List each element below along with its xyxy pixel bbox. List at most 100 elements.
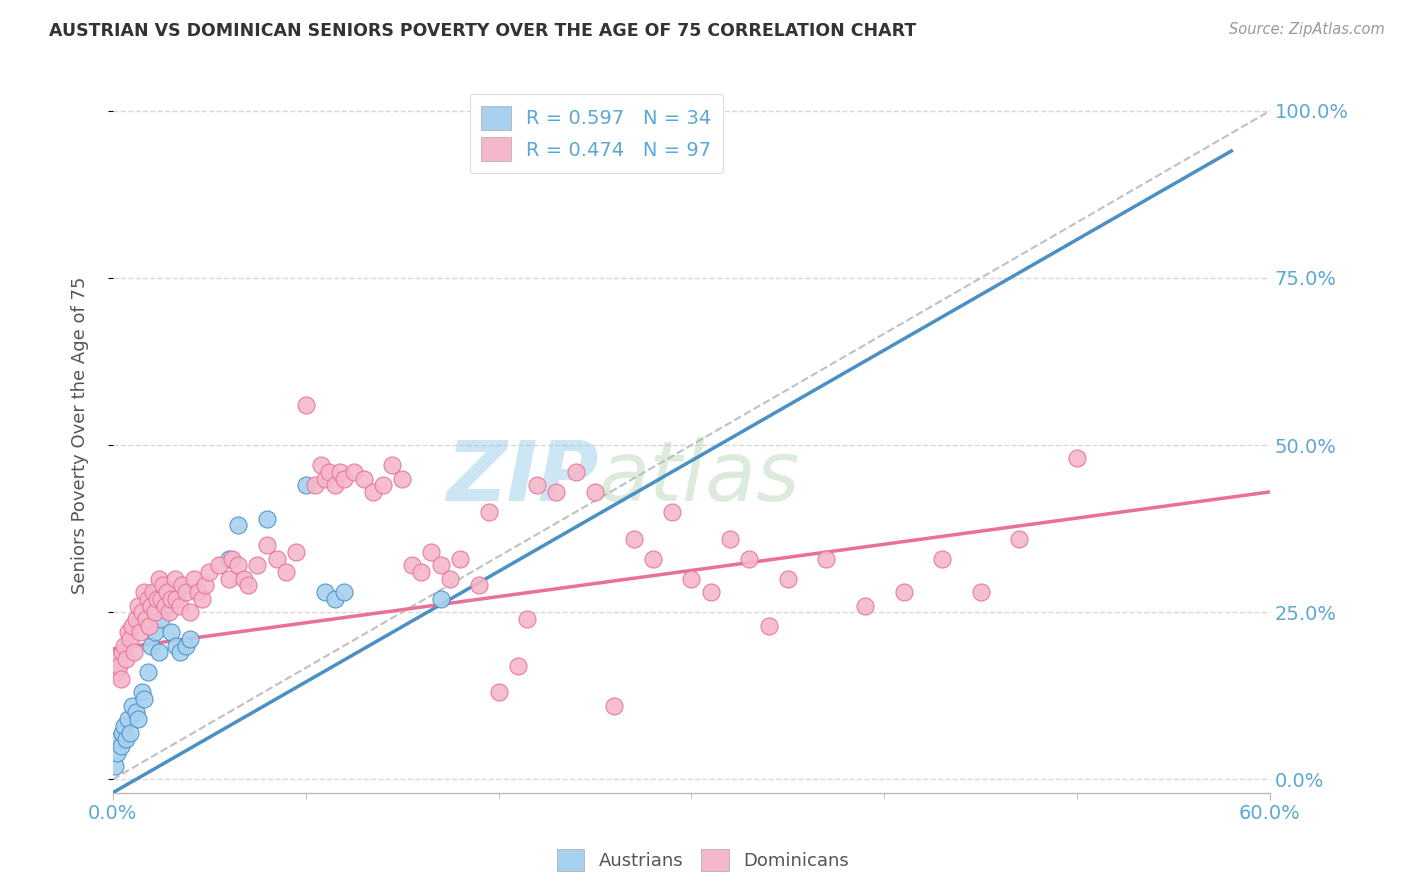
Point <box>150 591 173 606</box>
Legend: R = 0.597   N = 34, R = 0.474   N = 97: R = 0.597 N = 34, R = 0.474 N = 97 <box>470 95 723 173</box>
Point <box>429 558 451 573</box>
Point <box>156 585 179 599</box>
Point <box>190 591 212 606</box>
Point <box>131 605 153 619</box>
Point <box>285 545 308 559</box>
Point <box>233 572 256 586</box>
Point <box>323 591 346 606</box>
Point <box>125 612 148 626</box>
Point <box>132 585 155 599</box>
Point <box>104 652 127 666</box>
Point <box>141 599 163 613</box>
Point <box>131 685 153 699</box>
Point <box>163 572 186 586</box>
Point <box>187 585 209 599</box>
Point <box>221 551 243 566</box>
Point <box>294 398 316 412</box>
Point <box>506 658 529 673</box>
Y-axis label: Seniors Poverty Over the Age of 75: Seniors Poverty Over the Age of 75 <box>72 277 89 594</box>
Point <box>121 698 143 713</box>
Point <box>353 471 375 485</box>
Point <box>146 591 169 606</box>
Point <box>148 645 170 659</box>
Point <box>488 157 510 171</box>
Point <box>758 618 780 632</box>
Point <box>318 465 340 479</box>
Point <box>198 565 221 579</box>
Point <box>699 585 721 599</box>
Point <box>381 458 404 472</box>
Point <box>333 585 356 599</box>
Point <box>401 558 423 573</box>
Point <box>931 551 953 566</box>
Text: ZIP: ZIP <box>446 437 599 518</box>
Point <box>169 599 191 613</box>
Point <box>169 645 191 659</box>
Text: AUSTRIAN VS DOMINICAN SENIORS POVERTY OVER THE AGE OF 75 CORRELATION CHART: AUSTRIAN VS DOMINICAN SENIORS POVERTY OV… <box>49 22 917 40</box>
Point <box>132 692 155 706</box>
Point <box>138 618 160 632</box>
Point <box>127 712 149 726</box>
Point <box>256 511 278 525</box>
Point <box>969 585 991 599</box>
Point <box>136 591 159 606</box>
Point <box>218 551 240 566</box>
Point <box>246 558 269 573</box>
Point <box>516 612 538 626</box>
Point <box>815 551 838 566</box>
Point <box>179 605 201 619</box>
Point <box>478 505 501 519</box>
Point <box>314 471 336 485</box>
Point <box>449 551 471 566</box>
Point <box>776 572 799 586</box>
Point <box>226 558 249 573</box>
Point <box>107 658 129 673</box>
Point <box>343 465 366 479</box>
Point <box>1008 532 1031 546</box>
Point <box>439 572 461 586</box>
Point <box>1066 451 1088 466</box>
Point <box>110 672 132 686</box>
Point <box>276 565 298 579</box>
Point <box>329 465 352 479</box>
Point <box>194 578 217 592</box>
Point <box>121 618 143 632</box>
Legend: Austrians, Dominicans: Austrians, Dominicans <box>550 842 856 879</box>
Point <box>112 639 135 653</box>
Point <box>156 599 179 613</box>
Point <box>166 639 188 653</box>
Point <box>226 518 249 533</box>
Point <box>266 551 288 566</box>
Point <box>105 665 128 680</box>
Point <box>853 599 876 613</box>
Point <box>111 725 134 739</box>
Point <box>172 578 194 592</box>
Point <box>333 471 356 485</box>
Point <box>174 585 197 599</box>
Point <box>738 551 761 566</box>
Point <box>150 612 173 626</box>
Point <box>641 551 664 566</box>
Point <box>152 578 174 592</box>
Point <box>115 732 138 747</box>
Point <box>128 625 150 640</box>
Point <box>120 725 142 739</box>
Point <box>468 578 491 592</box>
Point <box>127 599 149 613</box>
Point <box>117 712 139 726</box>
Point <box>603 698 626 713</box>
Point <box>488 685 510 699</box>
Point <box>218 572 240 586</box>
Point <box>148 572 170 586</box>
Point <box>546 484 568 499</box>
Point <box>323 478 346 492</box>
Point <box>115 652 138 666</box>
Point <box>136 665 159 680</box>
Point <box>143 605 166 619</box>
Point <box>718 532 741 546</box>
Point <box>429 591 451 606</box>
Point <box>105 746 128 760</box>
Point <box>391 471 413 485</box>
Point <box>135 612 157 626</box>
Point <box>179 632 201 646</box>
